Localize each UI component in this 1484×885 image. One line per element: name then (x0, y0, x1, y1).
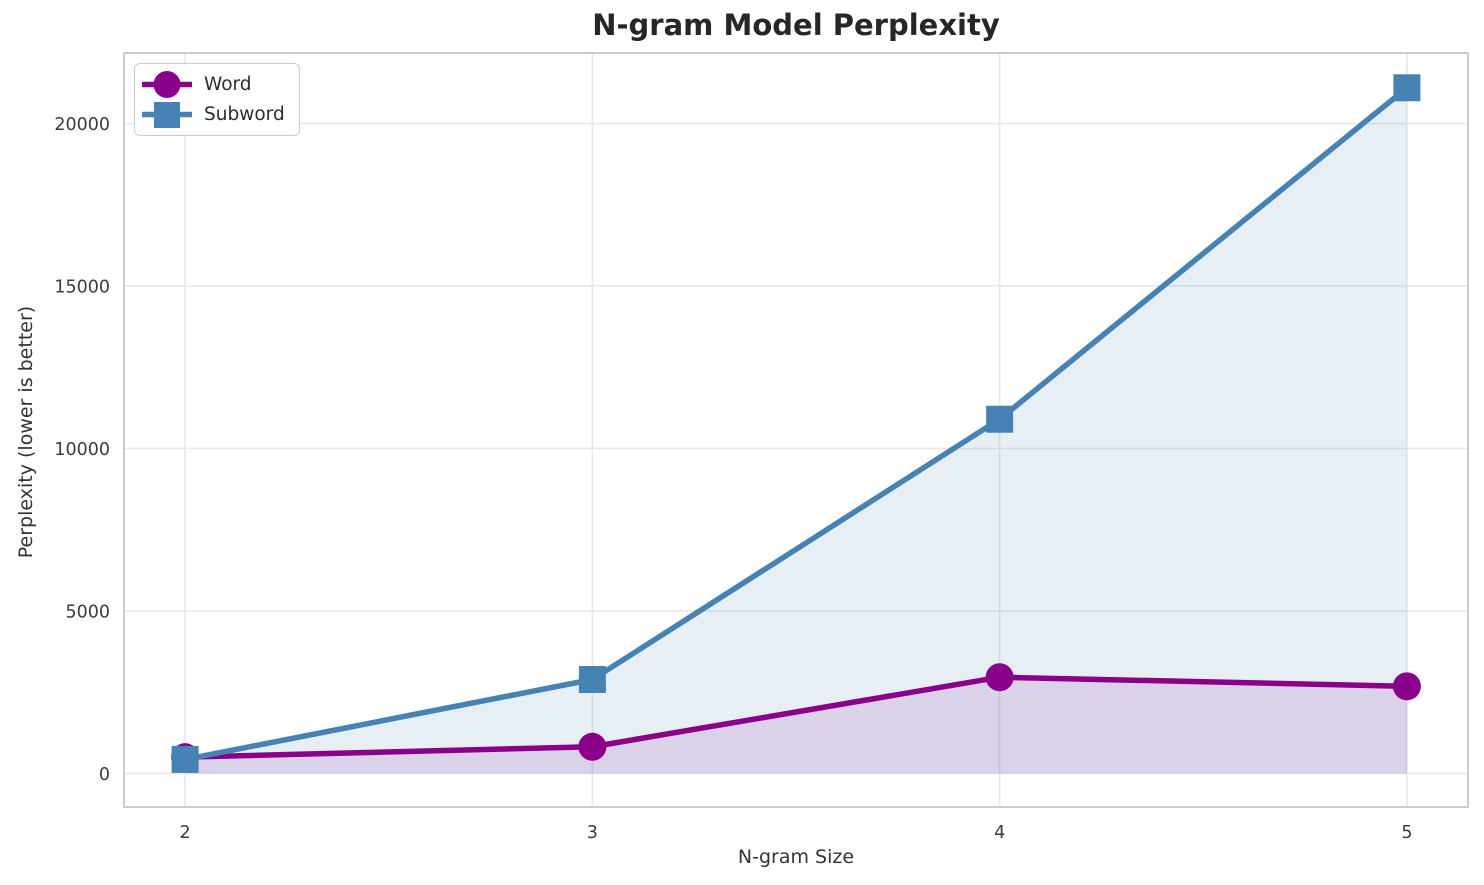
x-tick-label: 4 (994, 823, 1005, 843)
y-tick-label: 0 (99, 765, 110, 785)
legend: Word Subword (134, 63, 300, 136)
subword-marker (171, 745, 199, 773)
x-tick-label: 3 (587, 823, 598, 843)
word-line (185, 674, 1407, 760)
subword-marker (1393, 74, 1421, 102)
chart-title: N-gram Model Perplexity (592, 8, 1000, 42)
square-marker-icon (142, 102, 192, 128)
word-marker (985, 663, 1014, 692)
circle-marker-icon (142, 71, 192, 98)
word-marker (1392, 672, 1421, 701)
x-tick-label: 5 (1401, 823, 1412, 843)
y-tick-label: 10000 (54, 440, 110, 460)
subword-area-fill (185, 87, 1407, 774)
y-tick-label: 20000 (54, 115, 110, 135)
legend-item-subword: Subword (142, 100, 285, 129)
y-tick-label: 15000 (54, 277, 110, 297)
x-axis-label: N-gram Size (737, 846, 855, 868)
y-axis-label: Perplexity (lower is better) (15, 305, 37, 559)
x-tick-label: 2 (180, 823, 191, 843)
y-tick-label: 5000 (65, 602, 110, 622)
plot-border (123, 52, 1469, 808)
legend-item-word: Word (142, 70, 285, 99)
legend-label: Word (204, 74, 252, 95)
legend-label: Subword (204, 104, 285, 125)
subword-marker (986, 405, 1014, 433)
subword-line (184, 85, 1409, 763)
subword-marker (578, 665, 606, 693)
word-marker (578, 732, 607, 761)
